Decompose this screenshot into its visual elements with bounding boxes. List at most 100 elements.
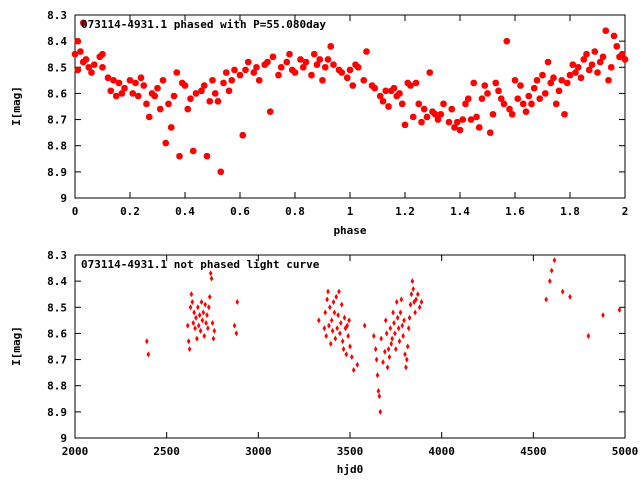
- phased-data-point: [459, 116, 466, 123]
- phased-data-point: [390, 85, 398, 92]
- phased-data-point: [514, 95, 521, 102]
- phased-data-point: [407, 82, 414, 89]
- phased-data-point: [113, 92, 120, 100]
- unphased-data-point: [190, 299, 195, 306]
- unphased-data-point: [405, 356, 409, 363]
- unphased-data-point: [323, 309, 328, 316]
- unphased-y-tick-label: 8.8: [47, 380, 67, 393]
- phased-x-tick-label: 1.2: [395, 205, 415, 218]
- phased-x-axis-label: phase: [333, 224, 366, 237]
- phased-x-tick-label: 1.4: [450, 205, 470, 218]
- unphased-data-point: [412, 299, 416, 306]
- phased-chart-title: 073114-4931.1 phased with P=55.080day: [81, 18, 326, 31]
- unphased-data-point: [347, 317, 351, 324]
- unphased-data-point: [332, 309, 337, 316]
- phased-y-tick-label: 8.8: [47, 140, 67, 153]
- phased-data-point: [456, 126, 464, 134]
- unphased-data-point: [402, 317, 406, 324]
- phased-data-point: [533, 77, 541, 84]
- phased-data-point: [473, 113, 480, 121]
- phased-data-point: [555, 87, 563, 95]
- phased-data-point: [140, 82, 147, 89]
- phased-data-point: [569, 61, 576, 68]
- phased-data-point: [77, 48, 84, 55]
- unphased-data-point: [202, 333, 207, 340]
- unphased-data-point: [334, 293, 339, 300]
- phased-data-point: [558, 77, 565, 84]
- phased-data-point: [487, 129, 494, 136]
- phased-data-point: [440, 100, 447, 108]
- unphased-data-point: [325, 296, 329, 303]
- unphased-data-point: [388, 325, 393, 332]
- phased-data-point: [151, 92, 158, 100]
- unphased-data-point: [346, 333, 350, 340]
- phased-x-tick-label: 2: [622, 205, 629, 218]
- phased-data-point: [539, 71, 546, 79]
- unphased-data-point: [407, 314, 412, 321]
- phased-data-point: [385, 103, 392, 110]
- phased-data-point: [330, 61, 337, 68]
- phased-data-point: [154, 85, 161, 92]
- unphased-data-point: [198, 327, 203, 334]
- unphased-data-point: [196, 322, 201, 329]
- unphased-data-point: [339, 301, 344, 308]
- phased-data-points: [71, 19, 629, 176]
- phased-data-point: [575, 64, 582, 71]
- phased-data-point: [308, 71, 315, 79]
- phased-x-tick-label: 1.6: [505, 205, 525, 218]
- phased-data-point: [602, 27, 609, 34]
- unphased-data-point: [394, 346, 398, 353]
- unphased-data-point: [196, 304, 200, 311]
- unphased-y-tick-label: 8.9: [47, 406, 67, 419]
- unphased-data-point: [343, 325, 348, 332]
- phased-data-point: [451, 124, 458, 131]
- unphased-data-point: [385, 364, 390, 371]
- phased-data-point: [525, 92, 532, 100]
- phased-x-tick-label: 1.8: [560, 205, 580, 218]
- unphased-data-point: [338, 330, 342, 337]
- phased-data-point: [591, 48, 598, 55]
- unphased-data-point: [375, 372, 380, 379]
- phased-data-point: [583, 51, 590, 58]
- phased-data-point: [418, 118, 425, 126]
- phased-data-point: [478, 95, 486, 102]
- unphased-data-point: [419, 299, 424, 306]
- unphased-y-tick-label: 8.7: [47, 354, 67, 367]
- phased-data-point: [349, 82, 356, 89]
- unphased-data-point: [393, 330, 397, 337]
- phased-data-point: [322, 64, 329, 71]
- unphased-data-point: [333, 335, 338, 342]
- unphased-data-point: [373, 346, 378, 353]
- phased-data-point: [531, 85, 538, 92]
- phased-x-tick-label: 0.8: [285, 205, 305, 218]
- phased-data-point: [190, 147, 197, 155]
- phased-data-point: [344, 74, 351, 81]
- phased-data-point: [267, 108, 274, 115]
- phased-data-point: [225, 87, 233, 95]
- unphased-data-point: [400, 322, 405, 329]
- unphased-data-point: [326, 288, 330, 295]
- unphased-data-point: [187, 346, 192, 353]
- phased-data-point: [253, 64, 260, 71]
- phased-data-point: [181, 82, 189, 89]
- phased-data-point: [192, 90, 200, 97]
- phased-data-point: [481, 82, 488, 89]
- phased-data-point: [173, 69, 180, 76]
- unphased-data-point: [372, 333, 376, 340]
- phased-data-point: [434, 116, 442, 123]
- unphased-data-point: [348, 343, 352, 350]
- phased-data-point: [572, 69, 579, 76]
- phased-data-point: [99, 51, 106, 58]
- unphased-data-point: [206, 325, 210, 332]
- phased-x-tick-label: 1: [347, 205, 354, 218]
- phased-data-point: [146, 113, 153, 121]
- phased-data-point: [379, 98, 387, 105]
- phased-data-point: [129, 90, 136, 97]
- phased-data-point: [410, 113, 417, 121]
- phased-data-point: [346, 66, 354, 74]
- phased-data-point: [245, 58, 252, 66]
- phased-data-point: [74, 37, 81, 45]
- phased-data-point: [561, 111, 568, 118]
- phased-data-point: [415, 100, 422, 108]
